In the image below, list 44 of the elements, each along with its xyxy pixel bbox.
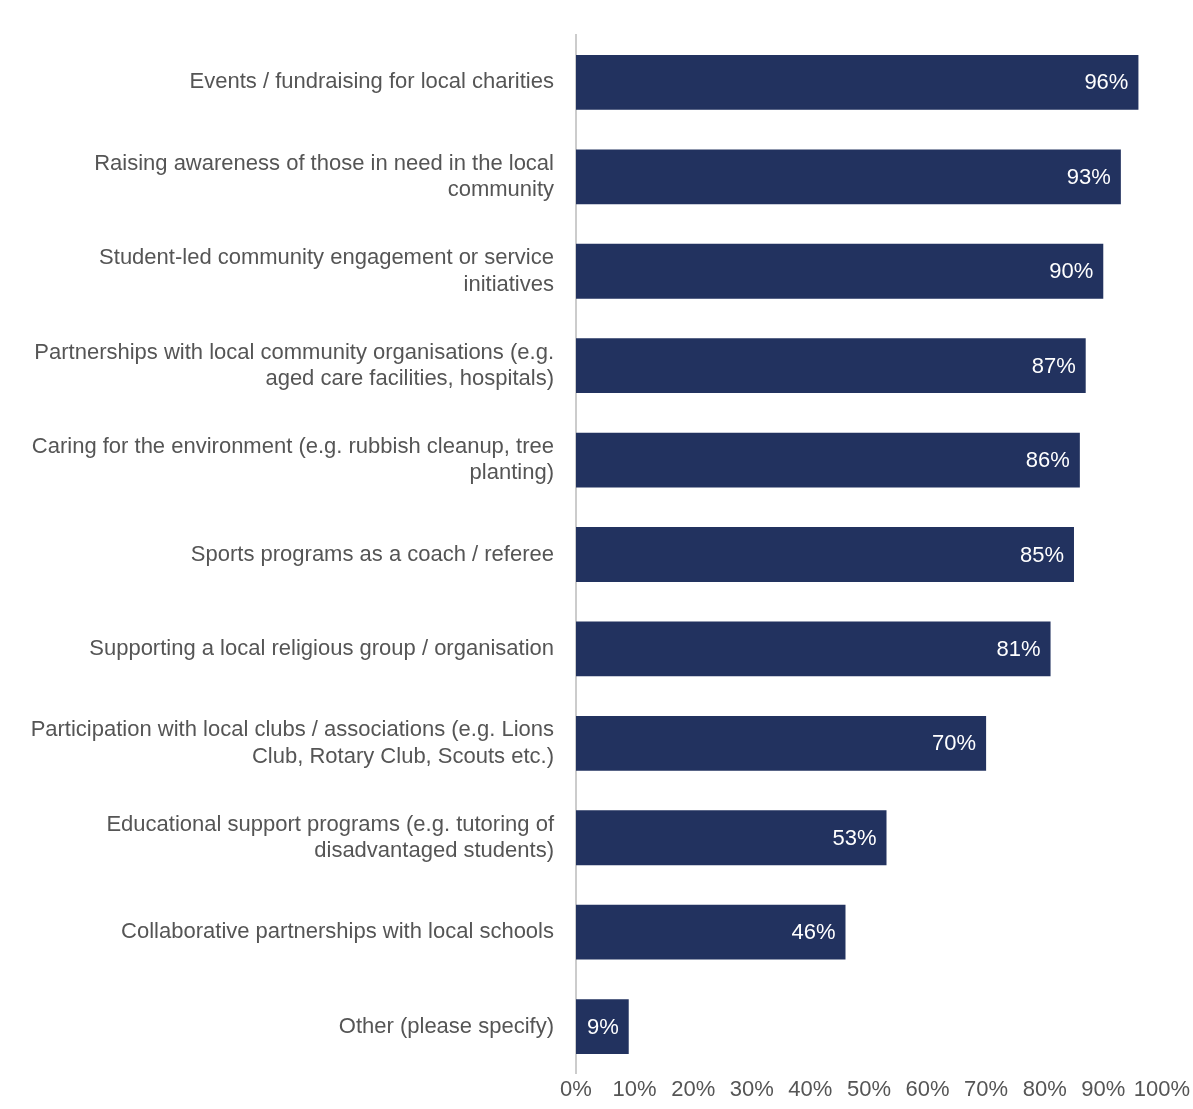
x-tick-label: 40% bbox=[788, 1076, 833, 1102]
y-tick-label: Student-led community engagement or service initiatives bbox=[99, 244, 554, 296]
y-tick-label: Caring for the environment (e.g. rubbish cleanup, tree planting) bbox=[31, 432, 554, 485]
bar bbox=[576, 338, 1086, 394]
bar bbox=[576, 621, 1051, 677]
y-tick-label: Other (please specify) bbox=[338, 1012, 554, 1038]
x-tick-label: 0% bbox=[560, 1076, 592, 1102]
data-label: 85% bbox=[1019, 541, 1064, 567]
x-tick-label: 10% bbox=[612, 1076, 657, 1102]
y-tick-label: Events / fundraising for local charities bbox=[189, 68, 554, 94]
x-tick-label: 80% bbox=[1022, 1076, 1067, 1102]
bar bbox=[576, 149, 1121, 205]
y-tick-label: Raising awareness of those in need in the local community bbox=[94, 149, 554, 202]
bar bbox=[576, 999, 629, 1054]
bar bbox=[576, 810, 887, 866]
x-tick-label: 30% bbox=[729, 1076, 774, 1102]
data-label: 81% bbox=[996, 635, 1041, 661]
bar bbox=[576, 904, 846, 960]
data-label: 90% bbox=[1049, 258, 1094, 284]
x-tick-label: 70% bbox=[964, 1076, 1009, 1102]
y-tick-label: Supporting a local religious group / organisation bbox=[89, 634, 554, 660]
y-tick-label: Sports programs as a coach / referee bbox=[190, 540, 554, 566]
data-label: 86% bbox=[1025, 447, 1070, 473]
data-label: 87% bbox=[1031, 352, 1076, 378]
bar bbox=[576, 527, 1074, 582]
bar bbox=[576, 55, 1139, 110]
data-label: 96% bbox=[1084, 69, 1129, 95]
x-tick-label: 60% bbox=[905, 1076, 950, 1102]
y-tick-label: Educational support programs (e.g. tutoring of disadvantaged students) bbox=[106, 810, 555, 863]
data-label: 53% bbox=[832, 824, 877, 850]
bar bbox=[576, 715, 987, 771]
bar bbox=[576, 243, 1104, 299]
y-tick-label: Participation with local clubs / associations (e.g. Lions Club, Rotary Club, Scouts etc.) bbox=[30, 716, 554, 768]
x-tick-label: 90% bbox=[1081, 1076, 1126, 1102]
data-label: 93% bbox=[1066, 163, 1111, 189]
data-label: 9% bbox=[586, 1013, 619, 1039]
bar bbox=[576, 432, 1080, 488]
x-tick-label: 20% bbox=[671, 1076, 716, 1102]
x-tick-label: 50% bbox=[846, 1076, 891, 1102]
data-label: 70% bbox=[932, 730, 977, 756]
y-tick-label: Collaborative partnerships with local schools bbox=[121, 918, 554, 944]
y-tick-label: Partnerships with local community organisations (e.g. aged care facilities, hospitals) bbox=[34, 338, 554, 390]
data-label: 46% bbox=[791, 919, 836, 945]
x-tick-label: 100% bbox=[1133, 1076, 1191, 1102]
